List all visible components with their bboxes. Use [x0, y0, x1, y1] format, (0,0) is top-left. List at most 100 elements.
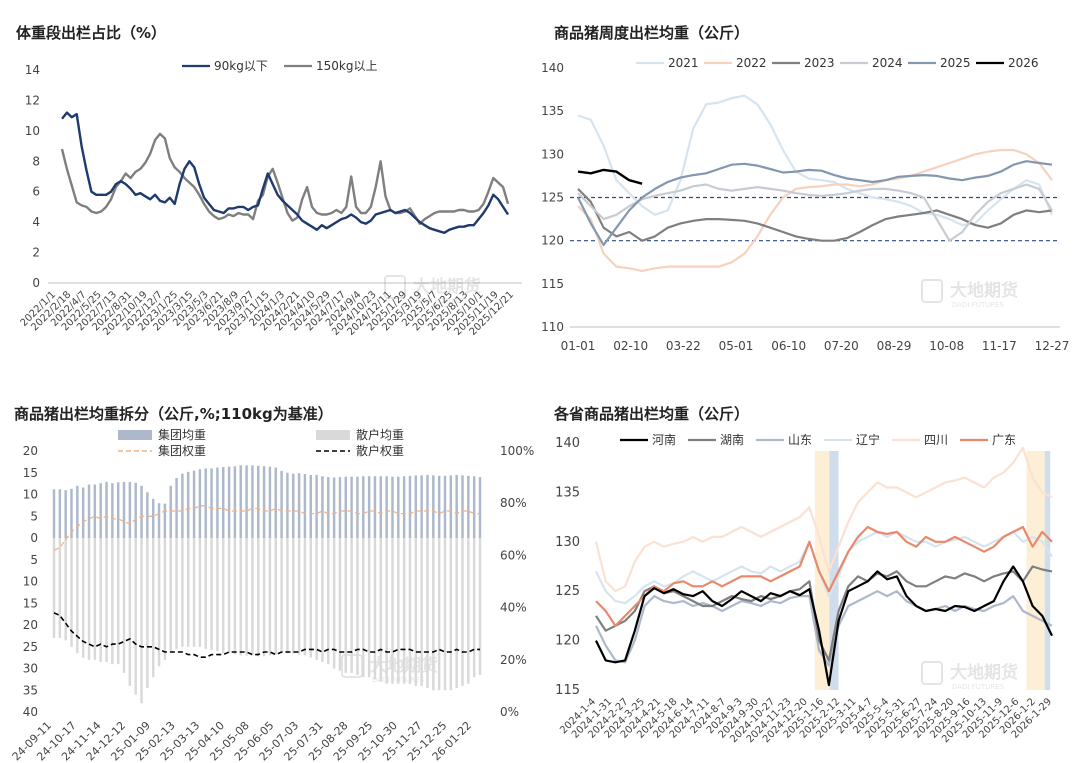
bar	[151, 498, 155, 538]
y-tick-label: 115	[555, 683, 580, 698]
y-tick-label: 5	[30, 509, 38, 523]
bar	[297, 538, 301, 655]
watermark-sub: DADI FUTURES	[415, 297, 468, 305]
bar	[76, 485, 79, 538]
series-line	[595, 565, 1053, 687]
bar	[52, 538, 56, 639]
chart-province-weight: 1151201251301351402024-1-42024-1-312024-…	[555, 432, 1054, 745]
bar	[157, 538, 161, 667]
y-tick-label: 12	[25, 93, 40, 107]
bar	[449, 475, 453, 538]
watermark-text: 大地期货	[413, 276, 481, 297]
legend-label: 90kg以下	[214, 59, 268, 73]
watermark-text: 大地期货	[950, 280, 1018, 301]
bar	[99, 538, 102, 662]
bar	[116, 538, 120, 665]
bar	[327, 477, 330, 538]
bar	[362, 476, 365, 538]
bar	[332, 538, 336, 669]
y-tick-label: 0	[30, 531, 38, 545]
y-tick-label: 130	[555, 535, 580, 550]
x-tick-label: 07-20	[824, 339, 859, 353]
y-tick-label: 120	[555, 634, 580, 649]
y-tick-label: 115	[541, 277, 564, 291]
bar	[192, 538, 196, 647]
bar	[192, 470, 196, 538]
bar	[286, 472, 289, 538]
panel-weight-split: 商品猪出栏均重拆分（公斤,%;110kg为基准） 20 15 10 5 0 5 10 15 20…	[0, 381, 540, 763]
bar	[455, 474, 458, 538]
bar	[87, 538, 91, 660]
bar	[76, 538, 79, 654]
bar	[140, 485, 143, 538]
bar	[303, 474, 307, 538]
highlight-band	[1026, 451, 1045, 690]
bar	[257, 538, 260, 657]
y-tick-label: 14	[25, 63, 40, 77]
bar	[321, 538, 324, 662]
bar	[105, 538, 108, 662]
series-line	[577, 160, 1053, 247]
bar	[402, 538, 406, 684]
bar	[437, 475, 441, 538]
chart-weekly-avg-weight: 110 115 120 125 130 135 140 01-01 02-10 03-22 05-0…	[541, 56, 1070, 353]
bar	[344, 476, 348, 538]
y-tick-label: 0	[32, 276, 40, 290]
bar	[64, 490, 67, 538]
bar	[245, 465, 248, 538]
legend-label: 150kg以上	[316, 59, 377, 73]
y-tick-label: 25	[23, 640, 38, 654]
bar	[426, 538, 429, 689]
series-line	[577, 188, 1053, 242]
bar	[169, 485, 172, 538]
bar	[134, 482, 137, 538]
bar	[216, 538, 219, 652]
y2-tick-label: 100%	[500, 444, 534, 458]
y-tick-label: 5	[30, 553, 38, 567]
legend-label: 辽宁	[856, 432, 880, 447]
bar	[402, 476, 406, 538]
bar	[315, 538, 318, 660]
bar	[408, 475, 412, 538]
y-tick-label: 20	[23, 618, 38, 632]
x-tick-label: 01-01	[561, 339, 596, 353]
legend-label: 2022	[736, 56, 767, 70]
x-tick-label: 12-27	[1035, 339, 1070, 353]
legend-label: 2024	[872, 56, 903, 70]
y-tick-label: 10	[25, 124, 40, 138]
watermark-text: 大地期货	[950, 662, 1018, 683]
bar	[297, 473, 301, 538]
y-tick-label: 140	[541, 61, 564, 75]
bar	[309, 474, 312, 538]
bar	[327, 538, 330, 665]
bar	[420, 538, 423, 686]
bar	[175, 538, 178, 649]
x-tick-label: 02-10	[613, 339, 648, 353]
legend-label: 2023	[804, 56, 835, 70]
bar	[262, 466, 266, 538]
y-tick-label: 30	[23, 662, 38, 676]
bar	[163, 538, 167, 660]
legend-label: 集团权重	[158, 443, 206, 458]
bar	[93, 484, 97, 538]
bar	[472, 538, 476, 678]
y-tick-label: 125	[541, 191, 564, 205]
legend-label: 2021	[668, 56, 699, 70]
bar	[222, 467, 225, 538]
bar	[362, 538, 365, 678]
bar	[233, 538, 237, 655]
bar	[257, 465, 260, 538]
bar	[93, 538, 97, 660]
bar	[379, 538, 383, 682]
y-tick-label: 20	[23, 444, 38, 458]
bar	[239, 538, 242, 656]
legend-label: 2025	[940, 56, 971, 70]
bar	[52, 489, 56, 538]
bar	[204, 538, 207, 649]
bar	[338, 477, 342, 538]
bar	[315, 474, 318, 538]
bar	[467, 475, 470, 538]
